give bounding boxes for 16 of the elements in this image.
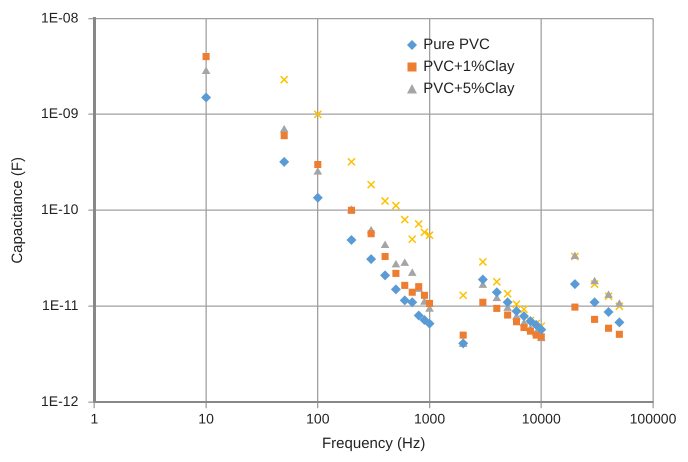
y-tick-label: 1E-11 bbox=[42, 297, 79, 314]
legend-label: PVC+1%Clay bbox=[423, 58, 514, 76]
y-tick-label: 1E-09 bbox=[41, 105, 79, 122]
y-tick-label: 1E-08 bbox=[41, 9, 79, 26]
x-tick-label: 1 bbox=[90, 410, 98, 426]
x-axis-title: Frequency (Hz) bbox=[322, 435, 426, 452]
legend-label: Pure PVC bbox=[423, 36, 490, 54]
y-tick-label: 1E-12 bbox=[41, 393, 79, 410]
x-tick-label: 10000 bbox=[522, 410, 561, 426]
x-tick-label: 1000 bbox=[414, 410, 446, 426]
x-tick-label: 100000 bbox=[630, 410, 677, 426]
legend-label: PVC+5%Clay bbox=[423, 80, 514, 98]
x-tick-label: 10 bbox=[198, 410, 214, 426]
x-tick-label: 100 bbox=[306, 410, 330, 426]
y-tick-label: 1E-10 bbox=[41, 201, 79, 218]
y-axis-title: Capacitance (F) bbox=[9, 156, 26, 264]
